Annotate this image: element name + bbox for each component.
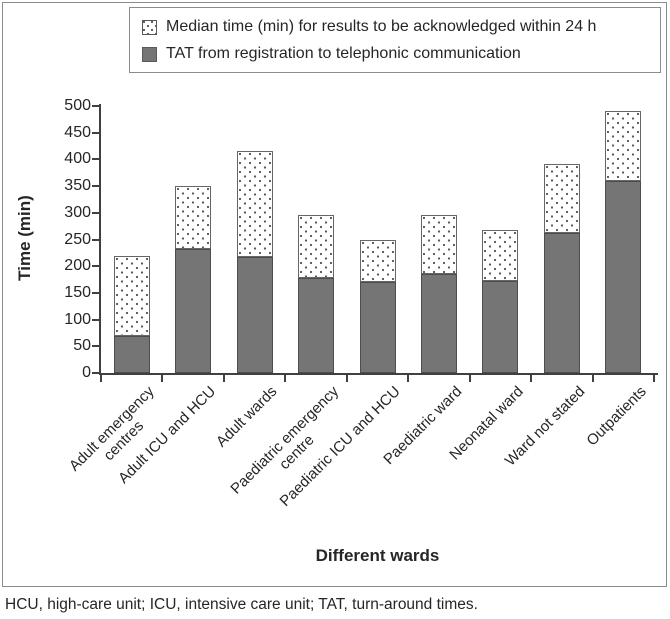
dotted-pattern-swatch xyxy=(142,19,157,35)
y-tick-mark xyxy=(92,291,99,294)
legend: Median time (min) for results to be ackn… xyxy=(129,7,661,73)
y-tick-label: 150 xyxy=(64,283,91,301)
plot-area: 0 50 100 150 200 250 300 350 400 450 500 Adult emer… xyxy=(3,3,668,588)
y-tick-mark xyxy=(92,211,99,214)
y-axis-line xyxy=(99,104,101,375)
y-tick-label: 0 xyxy=(82,364,91,381)
solid-gray-swatch xyxy=(142,46,157,62)
median-bar-segment xyxy=(236,151,273,258)
x-tick-mark xyxy=(591,375,594,382)
chart-panel: Median time (min) for results to be ackn… xyxy=(2,2,667,587)
x-tick-mark xyxy=(530,375,533,382)
x-axis-title: Different wards xyxy=(315,546,440,565)
x-axis-line xyxy=(99,373,658,375)
y-tick-mark xyxy=(92,185,99,188)
x-tick-label: Outpatients xyxy=(583,383,650,450)
median-bar-segment xyxy=(482,229,519,282)
tat-bar-segment xyxy=(420,274,457,373)
x-tick-mark xyxy=(222,375,225,382)
median-bar-segment xyxy=(359,239,396,283)
y-tick-mark xyxy=(92,105,99,107)
median-bar-segment xyxy=(298,215,335,278)
tat-bar-segment xyxy=(236,257,273,373)
legend-label-median: Median time (min) for results to be ackn… xyxy=(166,18,597,35)
y-tick-mark xyxy=(92,131,99,134)
tat-bar-segment xyxy=(543,232,580,373)
y-tick-mark xyxy=(92,158,99,161)
median-bar-segment xyxy=(175,186,212,249)
x-tick-mark xyxy=(468,375,471,382)
x-tick-mark xyxy=(100,375,102,382)
y-tick-label: 250 xyxy=(64,230,91,248)
y-tick-mark xyxy=(92,238,99,241)
y-tick-label: 100 xyxy=(64,310,91,328)
legend-item-median: Median time (min) for results to be ackn… xyxy=(142,15,650,39)
x-tick-mark xyxy=(161,375,164,382)
y-tick-label: 200 xyxy=(64,257,91,275)
x-tick-mark xyxy=(407,375,410,382)
legend-label-tat: TAT from registration to telephonic comm… xyxy=(166,45,521,62)
y-tick-label: 500 xyxy=(64,97,91,114)
y-tick-mark xyxy=(92,265,99,268)
tat-bar-segment xyxy=(482,281,519,373)
median-bar-segment xyxy=(420,215,457,275)
y-tick-mark xyxy=(92,372,99,374)
footnote: HCU, high-care unit; ICU, intensive care… xyxy=(5,596,478,613)
y-tick-label: 300 xyxy=(64,203,91,221)
y-tick-mark xyxy=(92,345,99,348)
x-tick-mark xyxy=(345,375,348,382)
median-bar-segment xyxy=(605,111,642,181)
y-tick-label: 400 xyxy=(64,150,91,168)
x-tick-mark xyxy=(653,375,655,382)
y-tick-label: 450 xyxy=(64,123,91,141)
x-tick-label: Adult wards xyxy=(213,383,281,451)
tat-bar-segment xyxy=(175,248,212,373)
x-tick-mark xyxy=(284,375,287,382)
legend-item-tat: TAT from registration to telephonic comm… xyxy=(142,42,650,66)
tat-bar-segment xyxy=(605,180,642,373)
median-bar-segment xyxy=(113,255,150,336)
tat-bar-segment xyxy=(113,335,150,373)
tat-bar-segment xyxy=(359,282,396,373)
tat-bar-segment xyxy=(298,277,335,373)
y-tick-mark xyxy=(92,318,99,321)
y-tick-label: 50 xyxy=(73,337,91,355)
median-bar-segment xyxy=(543,163,580,233)
y-tick-label: 350 xyxy=(64,177,91,195)
